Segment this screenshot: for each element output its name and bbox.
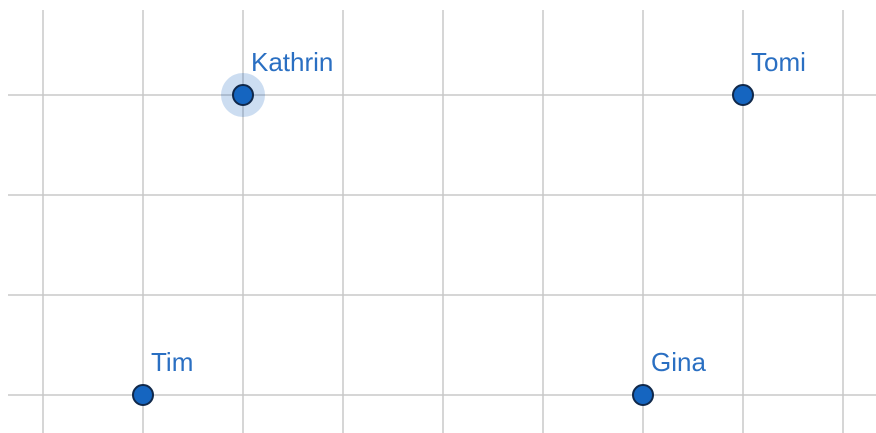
point-label[interactable]: Kathrin [251, 47, 333, 77]
point[interactable] [732, 84, 754, 106]
point[interactable] [232, 84, 254, 106]
grid [8, 10, 876, 433]
point-label[interactable]: Tomi [751, 47, 806, 77]
point[interactable] [632, 384, 654, 406]
point[interactable] [132, 384, 154, 406]
point-label[interactable]: Gina [651, 347, 706, 377]
points: Kathrin Tomi Tim Gina [132, 47, 806, 406]
point-label[interactable]: Tim [151, 347, 193, 377]
